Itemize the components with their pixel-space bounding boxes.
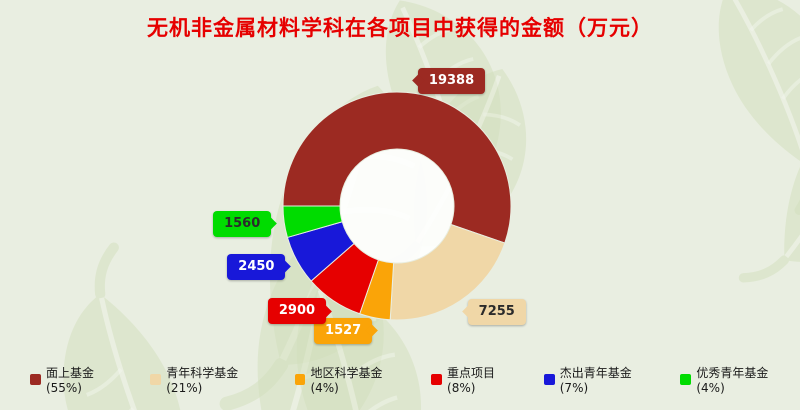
legend-swatch (543, 374, 555, 385)
legend-item-2[interactable]: 青年科学基金 (21%) (150, 364, 277, 395)
legend-label: 重点项目 (8%) (447, 366, 496, 395)
legend-item-6[interactable]: 优秀青年基金 (4%) (680, 364, 800, 395)
legend-label: 青年科学基金 (21%) (166, 366, 239, 395)
legend-label: 优秀青年基金 (4%) (696, 366, 769, 395)
chart-title: 无机非金属材料学科在各项目中获得的金额（万元） (147, 16, 653, 40)
legend-item-1[interactable]: 面上基金 (55%) (30, 364, 133, 395)
legend-swatch (30, 374, 41, 385)
pie-slice-2[interactable] (389, 223, 506, 321)
legend-item-5[interactable]: 杰出青年基金 (7%) (543, 364, 664, 395)
legend-item-4[interactable]: 重点项目 (8%) (431, 364, 527, 395)
legend-swatch (431, 374, 443, 385)
legend-swatch (680, 374, 692, 385)
legend-label: 杰出青年基金 (7%) (559, 366, 632, 395)
legend-label: 面上基金 (55%) (45, 366, 94, 395)
donut-hole (340, 149, 454, 263)
legend-swatch (150, 374, 162, 385)
legend-swatch (294, 374, 306, 385)
pie-slice-6[interactable] (282, 205, 343, 239)
pie-slice-1[interactable] (282, 91, 512, 244)
legend: 面上基金 (55%) 青年科学基金 (21%) 地区科学基金 (4%) 重点项目 (8… (0, 364, 800, 395)
legend-item-3[interactable]: 地区科学基金 (4%) (294, 364, 415, 395)
legend-label: 地区科学基金 (4%) (310, 366, 383, 395)
